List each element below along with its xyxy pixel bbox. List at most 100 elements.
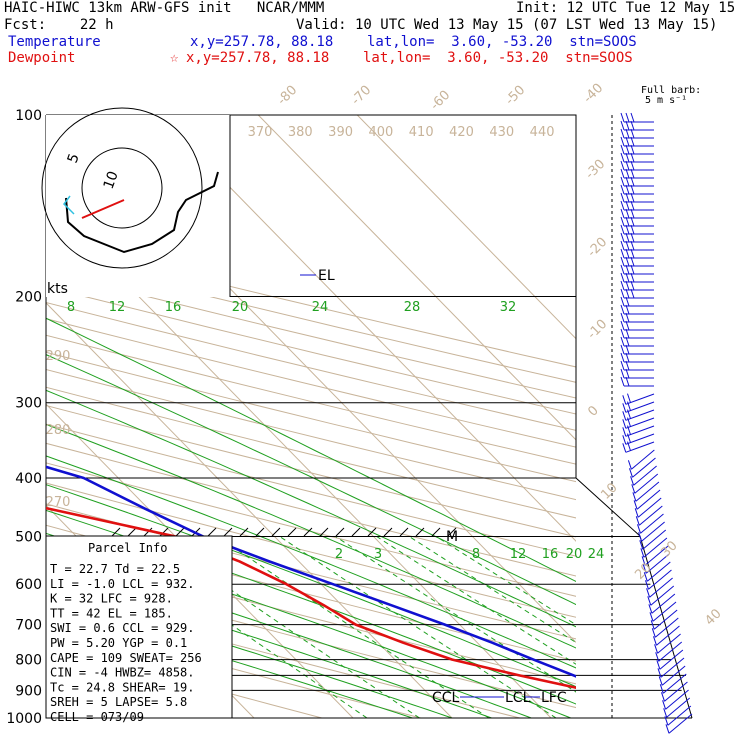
wind-barb-shaft: [664, 681, 688, 702]
moist-adiabat-line: [46, 423, 576, 649]
wind-barb-feather: [620, 328, 625, 339]
wind-barb: [622, 393, 655, 405]
wind-barb-feather: [620, 312, 625, 323]
wind-barb-feather: [625, 152, 630, 163]
wind-barb-feather: [620, 120, 625, 131]
wind-barb-feather: [654, 644, 659, 654]
wind-barb-feather: [620, 128, 625, 139]
wind-barb: [659, 673, 687, 694]
wind-barb-feather: [625, 296, 630, 307]
wind-barb: [663, 697, 691, 718]
wind-barb-shaft: [636, 489, 661, 510]
wind-barb-feather: [625, 144, 630, 155]
wind-barb-feather: [625, 128, 630, 139]
dry-adiabat-line: [46, 318, 576, 448]
wind-barb-feather: [639, 540, 644, 550]
wind-barb-feather: [630, 240, 635, 251]
hatch-mark: [367, 527, 377, 537]
wind-barb-feather: [625, 224, 630, 235]
parcel-info-row: PW = 5.20 YGP = 0.1: [50, 636, 187, 650]
wind-barb: [622, 433, 655, 445]
mixing-ratio-label: 12: [109, 300, 126, 315]
wind-barb-feather: [647, 596, 652, 606]
wind-barb-feather: [656, 660, 661, 670]
wind-barb-feather: [630, 152, 635, 163]
isotherm-line: [356, 115, 576, 340]
wind-barb: [620, 232, 654, 243]
barb-legend-title: Full barb:: [641, 85, 702, 96]
wind-barb: [620, 160, 654, 171]
wind-barb-feather: [627, 401, 631, 411]
wind-barb: [620, 360, 654, 371]
wind-barb-feather: [620, 160, 625, 171]
wind-barb-feather: [627, 409, 631, 419]
wind-barb-feather: [625, 336, 630, 347]
wind-barb-feather: [620, 248, 625, 259]
wind-barb-feather: [630, 160, 635, 171]
wind-barb-feather: [625, 344, 630, 355]
theta-label: 270: [46, 495, 71, 510]
wind-barb: [622, 417, 655, 429]
wind-barb-feather: [620, 240, 625, 251]
mixing-ratio-label: 3: [374, 547, 382, 562]
wind-barb: [664, 705, 692, 726]
wind-barb: [620, 296, 654, 307]
wind-barb: [620, 152, 654, 163]
wind-barb-feather: [625, 304, 630, 315]
wind-barb: [657, 657, 685, 678]
wind-barb: [662, 689, 689, 710]
wind-barb-feather: [625, 120, 630, 131]
wind-barb-feather: [622, 443, 627, 453]
mixing-ratio-label: 20: [232, 300, 249, 315]
temperature-location-info: x,y=257.78, 88.18 lat,lon= 3.60, -53.20 …: [190, 34, 637, 50]
wind-barb: [635, 505, 663, 526]
parcel-info-box: Parcel Info T = 22.7 Td = 22.5LI = -1.0 L…: [45, 535, 233, 724]
wind-barb: [655, 641, 683, 662]
parcel-info-row: CIN = -4 HWBZ= 4858.: [50, 666, 195, 680]
wind-barb-feather: [630, 192, 635, 203]
wind-barb: [637, 513, 664, 534]
wind-barb-feather: [627, 460, 632, 470]
hatch-mark: [175, 527, 185, 537]
wind-barb: [665, 713, 693, 734]
parcel-info-panel: [45, 535, 233, 719]
wind-barb-feather: [638, 532, 643, 542]
wind-barb-feather: [663, 708, 668, 718]
wind-barb: [620, 280, 654, 291]
wind-barb-shaft: [657, 633, 681, 654]
wind-barb: [620, 288, 654, 299]
wind-barb-shaft: [668, 713, 693, 734]
wind-barb-shaft: [633, 465, 657, 486]
parcel-info-row: K = 32 LFC = 928.: [50, 592, 173, 606]
melting-level-label: M: [446, 529, 458, 545]
dry-adiabat-line: [46, 351, 576, 483]
wind-barb: [620, 208, 654, 219]
wind-barb-shaft: [637, 497, 662, 518]
parcel-info-row: CELL = 073/09: [50, 710, 144, 724]
wind-barb: [646, 577, 673, 598]
dewpoint-star-icon: ☆: [170, 50, 179, 66]
wind-barb-feather: [630, 112, 635, 123]
wind-barb-feather: [641, 556, 646, 566]
hodograph-outer-ring: [41, 107, 203, 269]
wind-barb-shaft: [646, 561, 671, 582]
wind-barb: [620, 272, 654, 283]
wind-barb-feather: [622, 403, 627, 413]
wind-barb-feather: [620, 208, 625, 219]
parcel-info-row: LI = -1.0 LCL = 932.: [50, 577, 195, 591]
mixing-ratio-label: 16: [542, 547, 559, 562]
wind-barb-shaft: [662, 673, 687, 694]
hatch-mark: [351, 527, 361, 537]
isotherm-label: -70: [349, 83, 375, 109]
hodograph-inner-ring: [81, 147, 163, 229]
wind-barb-shaft: [653, 609, 678, 630]
hodograph-units: kts: [47, 281, 68, 297]
wind-barb: [627, 449, 655, 470]
wind-barb: [629, 457, 656, 478]
wind-barb-feather: [631, 484, 636, 494]
wind-barb-feather: [651, 628, 656, 638]
pressure-tick-label: 300: [15, 396, 42, 412]
wind-barb: [620, 200, 654, 211]
moist-adiabat-line: [46, 354, 576, 606]
hodograph-trace: [65, 171, 219, 254]
